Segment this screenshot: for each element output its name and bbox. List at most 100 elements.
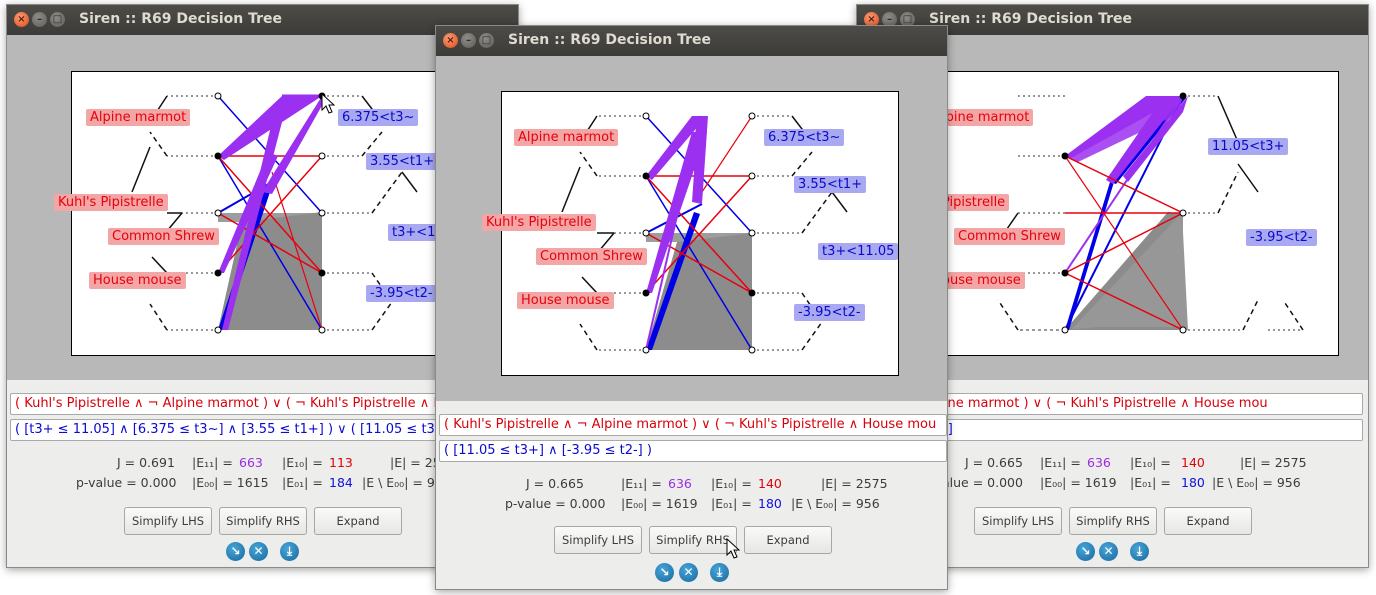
- simplify-rhs-button[interactable]: Simplify RHS: [649, 526, 737, 554]
- simplify-lhs-button[interactable]: Simplify LHS: [124, 507, 212, 535]
- rhs-query-field[interactable]: ( [11.05 ≤ t3+] ∧ [-3.95 ≤ t2-] ): [439, 440, 947, 462]
- e11-label: |E₁₁| =: [1040, 455, 1081, 470]
- arrow-down-right-icon[interactable]: ↘: [1076, 542, 1095, 561]
- e10-value: 140: [1181, 455, 1205, 470]
- e01-value: 184: [329, 475, 353, 490]
- right-label-355-t1: 3.55<t1+: [794, 176, 867, 193]
- e01-value: 180: [758, 496, 782, 511]
- right-label-1105-t3: 11.05<t3+: [1208, 138, 1289, 155]
- e10-value: 113: [329, 455, 353, 470]
- lhs-query-field[interactable]: ( Kuhl's Pipistrelle ∧ ¬ Alpine marmot )…: [439, 414, 947, 436]
- e-minus-e00: |E \ E₀₀| = 956: [362, 475, 451, 490]
- arrow-down-right-icon[interactable]: ↘: [655, 563, 674, 582]
- left-label-kuhls-pipistrelle: Kuhl's Pipistrelle: [482, 214, 596, 231]
- left-label-kuhls-pipistrelle: Kuhl's Pipistrelle: [54, 194, 168, 211]
- close-circle-icon[interactable]: ✕: [249, 542, 268, 561]
- expand-button[interactable]: Expand: [1164, 507, 1252, 535]
- e10-value: 140: [758, 476, 782, 491]
- tree-diagram-svg: [997, 92, 1304, 334]
- stats-panel: J = 0.665 |E₁₁| = 636 |E₁₀| = 140 |E| = …: [436, 476, 946, 516]
- window-title: Siren :: R69 Decision Tree: [79, 11, 283, 27]
- e01-label: |E₀₁| =: [711, 496, 752, 511]
- p-value: p-value = 0.000: [505, 496, 606, 511]
- expand-button[interactable]: Expand: [314, 507, 402, 535]
- close-circle-icon[interactable]: ✕: [1099, 542, 1118, 561]
- e-minus-e00: |E \ E₀₀| = 956: [791, 496, 880, 511]
- title-bar: × – □ Siren :: R69 Decision Tree: [436, 26, 947, 56]
- e11-value: 636: [1087, 455, 1111, 470]
- lhs-query-field[interactable]: telle ∧ ¬ Alpine marmot ) ∨ ( ¬ Kuhl's P…: [857, 393, 1363, 415]
- title-bar: × – □ Siren :: R69 Decision Tree: [7, 5, 518, 35]
- left-label-house-mouse: House mouse: [517, 292, 614, 309]
- left-label-alpine-marmot: lpine marmot: [938, 109, 1034, 126]
- left-label-alpine-marmot: Alpine marmot: [86, 109, 191, 126]
- simplify-lhs-button[interactable]: Simplify LHS: [974, 507, 1062, 535]
- maximize-window-button[interactable]: □: [479, 33, 494, 48]
- expand-button[interactable]: Expand: [744, 526, 832, 554]
- download-icon[interactable]: ⤓: [1130, 542, 1149, 561]
- right-label-6375-t3: 6.375<t3~: [338, 109, 419, 126]
- window-title: Siren :: R69 Decision Tree: [508, 32, 712, 48]
- close-circle-icon[interactable]: ✕: [679, 563, 698, 582]
- right-label-395-t2: -3.95<t2-: [1246, 229, 1317, 246]
- decision-tree-plot[interactable]: Alpine marmot Kuhl's Pipistrelle Common …: [54, 71, 503, 356]
- download-icon[interactable]: ⤓: [280, 542, 299, 561]
- left-label-common-shrew: Common Shrew: [108, 228, 219, 245]
- e00-value: |E₀₀| = 1615: [192, 475, 269, 490]
- left-label-common-shrew: Common Shrew: [536, 248, 647, 265]
- window-center: × – □ Siren :: R69 Decision Tree: [435, 25, 948, 590]
- e00-value: |E₀₀| = 1619: [621, 496, 698, 511]
- right-label-6375-t3: 6.375<t3~: [764, 129, 845, 146]
- left-label-house-mouse: ouse mouse: [938, 272, 1025, 289]
- e11-label: |E₁₁| =: [621, 476, 662, 491]
- close-window-button[interactable]: ×: [864, 12, 879, 27]
- e01-label: |E₀₁| =: [1130, 475, 1171, 490]
- stats-panel: J = 0.691 |E₁₁| = 663 |E₁₀| = 113 |E| = …: [7, 455, 517, 495]
- left-label-house-mouse: House mouse: [89, 272, 186, 289]
- tree-canvas-area: Alpine marmot Kuhl's Pipistrelle Common …: [436, 56, 947, 401]
- e10-label: |E₁₀| =: [711, 476, 752, 491]
- minimize-window-button[interactable]: –: [461, 33, 476, 48]
- e00-value: |E₀₀| = 1619: [1040, 475, 1117, 490]
- stats-panel: J = 0.665 |E₁₁| = 636 |E₁₀| = 140 |E| = …: [857, 455, 1367, 495]
- tree-canvas-area: Alpine marmot Kuhl's Pipistrelle Common …: [7, 35, 518, 380]
- minimize-window-button[interactable]: –: [32, 12, 47, 27]
- simplify-rhs-button[interactable]: Simplify RHS: [1069, 507, 1157, 535]
- maximize-window-button[interactable]: □: [900, 12, 915, 27]
- simplify-lhs-button[interactable]: Simplify LHS: [554, 526, 642, 554]
- right-label-t3-1105: t3+<11.05: [818, 243, 899, 260]
- p-value: p-value = 0.000: [76, 475, 177, 490]
- decision-tree-plot[interactable]: Alpine marmot Kuhl's Pipistrelle Common …: [482, 91, 899, 376]
- e01-value: 180: [1181, 475, 1205, 490]
- e01-label: |E₀₁| =: [282, 475, 323, 490]
- e10-label: |E₁₀| =: [1130, 455, 1171, 470]
- left-label-kuhls-pipistrelle: Pipistrelle: [938, 194, 1010, 211]
- close-window-button[interactable]: ×: [443, 33, 458, 48]
- right-label-395-t2: -3.95<t2-: [366, 285, 437, 302]
- e11-label: |E₁₁| =: [192, 455, 233, 470]
- e-minus-e00: |E \ E₀₀| = 956: [1212, 475, 1301, 490]
- simplify-rhs-button[interactable]: Simplify RHS: [219, 507, 307, 535]
- right-label-355-t1: 3.55<t1+: [366, 153, 439, 170]
- e11-value: 663: [239, 455, 263, 470]
- tree-diagram-svg: [131, 92, 418, 334]
- download-icon[interactable]: ⤓: [710, 563, 729, 582]
- e11-value: 636: [668, 476, 692, 491]
- close-window-button[interactable]: ×: [14, 12, 29, 27]
- e-total: |E| = 2575: [821, 476, 888, 491]
- maximize-window-button[interactable]: □: [50, 12, 65, 27]
- j-value: J = 0.665: [965, 455, 1023, 470]
- minimize-window-button[interactable]: –: [882, 12, 897, 27]
- arrow-down-right-icon[interactable]: ↘: [226, 542, 245, 561]
- flow-gray: [1065, 212, 1181, 330]
- decision-tree-plot[interactable]: lpine marmot Pipistrelle Common Shrew ou…: [937, 71, 1339, 356]
- j-value: J = 0.665: [526, 476, 584, 491]
- e-total: |E| = 2575: [1240, 455, 1307, 470]
- window-left: × – □ Siren :: R69 Decision Tree: [6, 4, 519, 568]
- mouse-pointer-icon: [321, 93, 335, 114]
- lhs-query-field[interactable]: ( Kuhl's Pipistrelle ∧ ¬ Alpine marmot )…: [10, 393, 518, 415]
- mouse-pointer-icon: [726, 538, 740, 559]
- left-label-common-shrew: Common Shrew: [954, 228, 1065, 245]
- j-value: J = 0.691: [117, 455, 175, 470]
- e10-label: |E₁₀| =: [282, 455, 323, 470]
